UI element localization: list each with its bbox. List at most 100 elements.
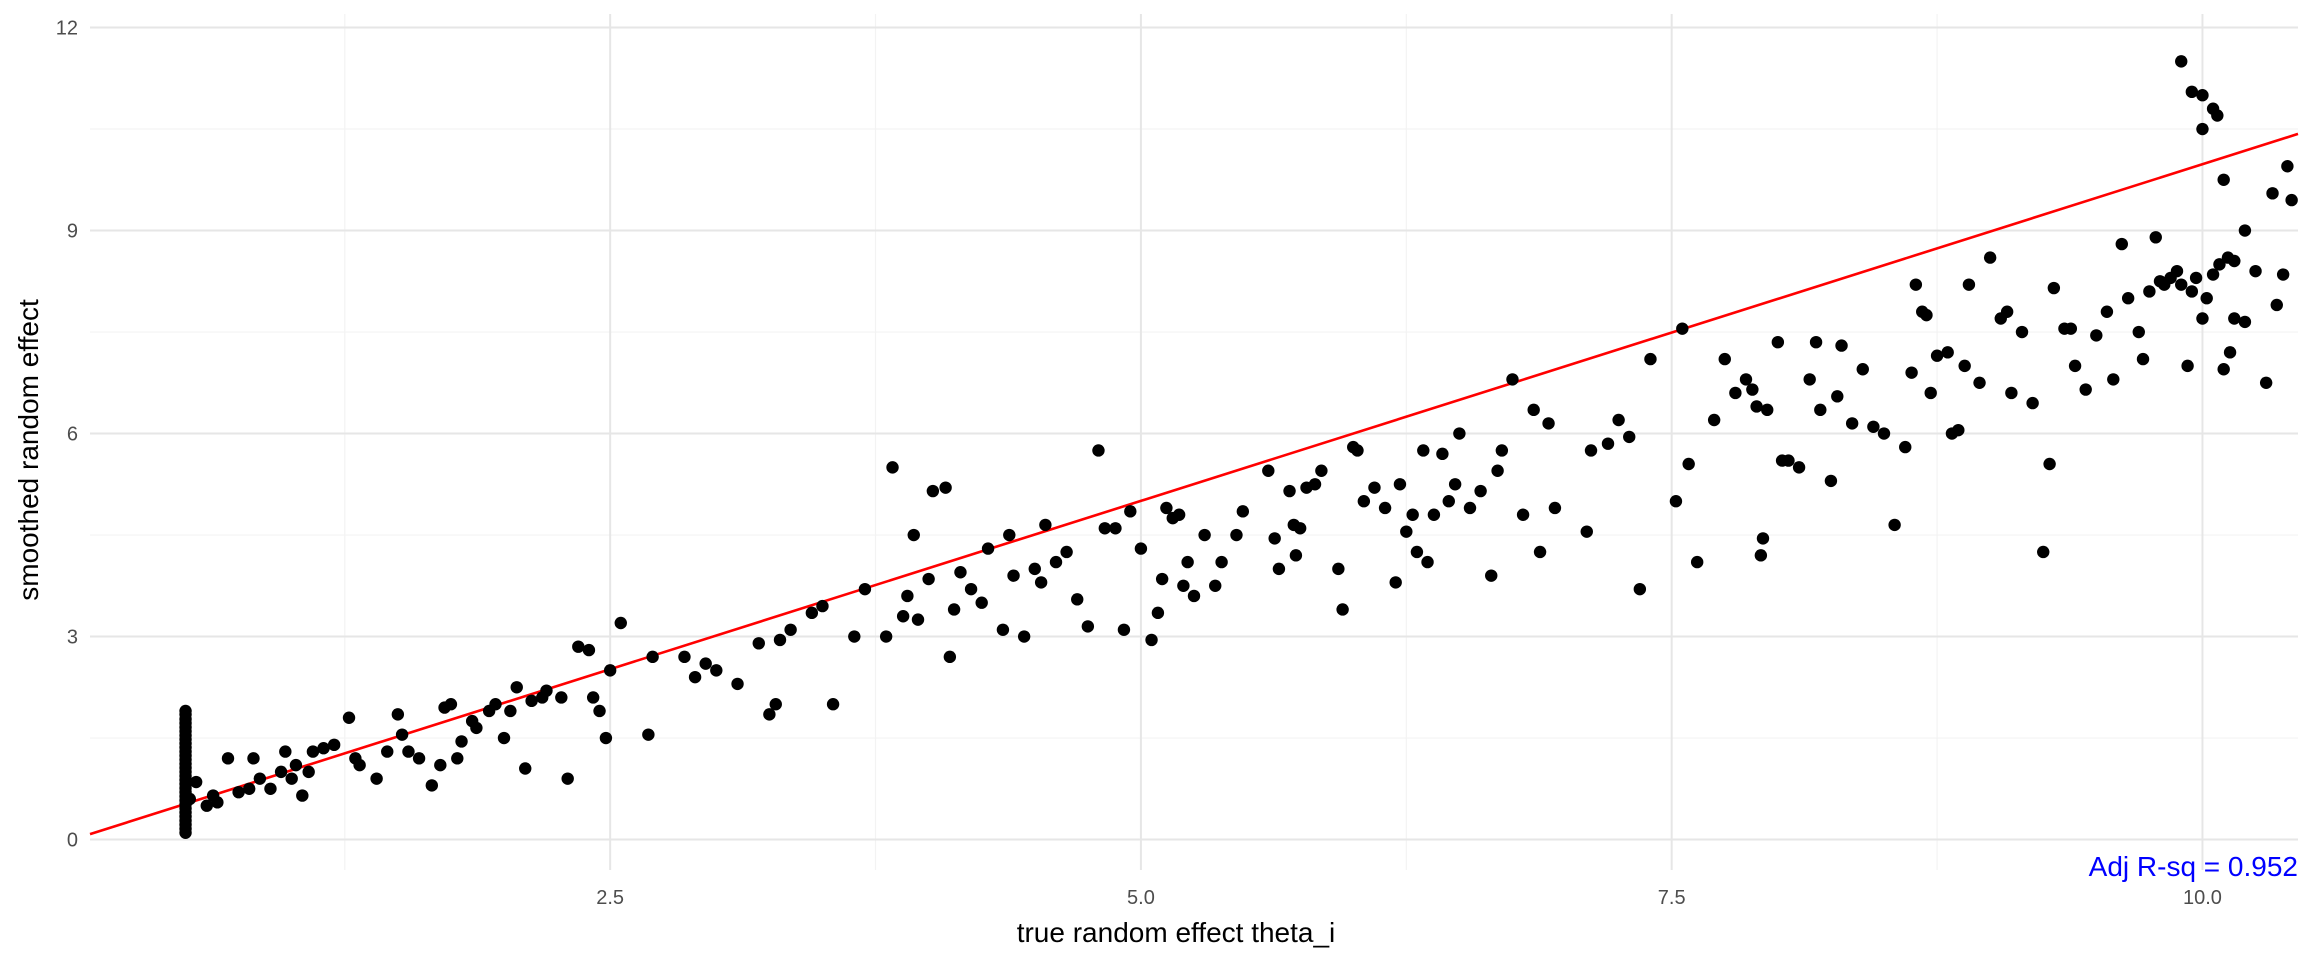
data-point-103 <box>879 630 893 643</box>
data-point-231 <box>1941 346 1954 359</box>
data-point-144 <box>1198 528 1211 542</box>
data-point-199 <box>1690 555 1704 569</box>
data-point-220 <box>1856 363 1869 376</box>
data-point-102 <box>858 582 872 596</box>
data-point-277 <box>2185 85 2199 99</box>
data-point-207 <box>1756 532 1770 545</box>
data-point-47 <box>302 765 315 779</box>
data-point-73 <box>519 762 532 775</box>
data-point-88 <box>678 650 691 664</box>
data-point-223 <box>1888 518 1901 532</box>
data-point-76 <box>540 684 553 697</box>
data-point-116 <box>975 596 988 609</box>
data-point-92 <box>731 677 744 691</box>
data-point-198 <box>1682 457 1695 471</box>
data-point-163 <box>1357 495 1371 508</box>
data-point-83 <box>599 731 613 745</box>
data-point-77 <box>555 691 568 704</box>
data-point-168 <box>1400 525 1413 538</box>
data-point-244 <box>2043 457 2056 471</box>
data-point-87 <box>646 650 659 664</box>
data-point-98 <box>805 606 819 620</box>
data-point-170 <box>1410 545 1424 559</box>
data-point-104 <box>886 461 899 474</box>
data-point-79 <box>572 640 585 653</box>
data-point-63 <box>444 698 458 711</box>
data-point-201 <box>1718 352 1731 366</box>
data-point-196 <box>1669 495 1683 508</box>
data-point-69 <box>489 698 502 711</box>
data-point-108 <box>911 613 925 626</box>
data-point-252 <box>2107 373 2120 386</box>
data-point-45 <box>289 758 303 772</box>
y-tick-label-3: 9 <box>67 221 78 243</box>
data-point-191 <box>1601 437 1615 450</box>
data-point-56 <box>391 708 405 721</box>
data-point-264 <box>2181 359 2194 373</box>
data-point-245 <box>2047 281 2061 295</box>
data-point-152 <box>1283 484 1296 498</box>
adj-r-squared-annotation: Adj R-sq = 0.952 <box>2089 851 2298 882</box>
data-point-200 <box>1707 413 1721 427</box>
data-point-74 <box>525 694 538 708</box>
data-point-284 <box>2238 224 2252 237</box>
data-point-109 <box>922 572 935 586</box>
data-point-137 <box>1155 572 1169 586</box>
data-point-180 <box>1485 569 1498 582</box>
data-point-36 <box>221 752 235 765</box>
data-point-110 <box>926 484 940 498</box>
data-point-84 <box>603 664 617 677</box>
data-point-99 <box>816 599 829 613</box>
data-point-202 <box>1729 386 1742 400</box>
data-point-157 <box>1308 478 1322 491</box>
data-point-269 <box>2206 268 2220 281</box>
data-point-136 <box>1151 606 1165 620</box>
data-point-178 <box>1463 501 1477 515</box>
data-point-208 <box>1761 403 1774 417</box>
data-point-192 <box>1612 413 1625 427</box>
data-point-131 <box>1109 522 1122 535</box>
data-point-31 <box>183 792 196 806</box>
data-point-174 <box>1436 447 1449 461</box>
data-point-169 <box>1406 508 1419 521</box>
data-point-80 <box>582 643 596 657</box>
data-point-281 <box>2217 173 2230 186</box>
data-point-217 <box>1831 390 1844 403</box>
data-point-106 <box>901 589 914 603</box>
data-point-105 <box>896 610 910 623</box>
data-point-90 <box>699 657 712 670</box>
data-point-181 <box>1491 464 1504 477</box>
data-point-71 <box>504 704 517 718</box>
data-point-173 <box>1427 508 1441 521</box>
data-point-54 <box>370 772 383 785</box>
data-point-190 <box>1584 444 1598 457</box>
data-point-130 <box>1098 522 1112 535</box>
data-point-70 <box>497 731 511 745</box>
data-point-142 <box>1181 555 1194 569</box>
data-point-236 <box>1973 376 1986 389</box>
data-point-140 <box>1172 508 1186 521</box>
data-point-61 <box>434 758 447 772</box>
data-point-286 <box>2259 376 2273 389</box>
data-point-82 <box>593 704 606 718</box>
data-point-243 <box>2037 545 2050 559</box>
data-point-42 <box>274 765 288 779</box>
data-point-204 <box>1746 383 1759 396</box>
data-point-193 <box>1623 430 1636 444</box>
data-point-280 <box>2211 109 2224 122</box>
data-point-38 <box>243 782 256 795</box>
data-point-226 <box>1909 278 1923 291</box>
data-point-272 <box>2223 346 2237 359</box>
data-point-175 <box>1442 495 1455 508</box>
data-point-145 <box>1209 579 1222 592</box>
data-point-126 <box>1060 545 1073 559</box>
data-point-224 <box>1899 440 1912 454</box>
data-point-176 <box>1448 478 1462 491</box>
y-tick-label-2: 6 <box>67 424 78 446</box>
data-point-225 <box>1905 366 1918 379</box>
data-point-127 <box>1071 593 1084 606</box>
data-point-166 <box>1389 576 1402 589</box>
data-point-265 <box>2185 285 2199 298</box>
data-point-48 <box>306 745 320 758</box>
data-point-59 <box>412 752 426 765</box>
